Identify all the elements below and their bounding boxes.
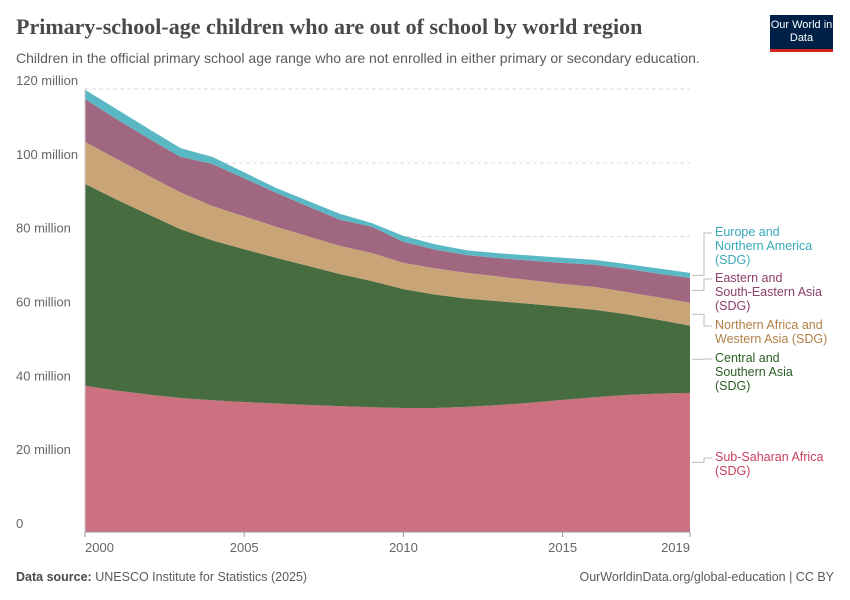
series-label-line: Southern Asia — [715, 365, 793, 379]
y-tick-label: 100 million — [16, 147, 78, 162]
x-tick-label: 2019 — [661, 540, 690, 555]
y-tick-label: 20 million — [16, 442, 71, 457]
label-connector — [692, 232, 712, 276]
x-tick-label: 2015 — [548, 540, 577, 555]
series-label: Eastern and South-Eastern Asia (SDG) — [715, 271, 822, 313]
y-tick-label: 60 million — [16, 295, 71, 310]
x-tick-label: 2010 — [389, 540, 418, 555]
data-source: Data source: UNESCO Institute for Statis… — [16, 570, 307, 584]
area-northern-africa-and-western-asia-sdg[interactable] — [85, 141, 690, 326]
source-link[interactable]: UNESCO Institute for Statistics (2025) — [95, 570, 308, 584]
source-label: Data source: — [16, 570, 92, 584]
chart-subtitle: Children in the official primary school … — [16, 50, 700, 66]
series-label-line: Eastern and — [715, 271, 783, 285]
series-label-line: Central and — [715, 351, 780, 365]
series-label-line: (SDG) — [715, 464, 751, 478]
label-connector — [692, 313, 712, 327]
series-label-line: South-Eastern Asia — [715, 285, 823, 299]
series-label-line: (SDG) — [715, 379, 751, 393]
label-connector — [692, 457, 712, 463]
label-connector — [692, 278, 712, 291]
x-tick-label: 2000 — [85, 540, 114, 555]
series-label-line: Northern America — [715, 239, 813, 253]
series-label-line: Sub-Saharan Africa — [715, 450, 824, 464]
series-label-line: Western Asia (SDG) — [715, 332, 828, 346]
owid-logo[interactable]: Our World in Data — [770, 15, 833, 52]
series-label-line: Northern Africa and — [715, 318, 823, 332]
footer-link[interactable]: OurWorldinData.org/global-education | CC… — [579, 570, 834, 584]
y-tick-label: 120 million — [16, 73, 78, 88]
series-label: Europe and Northern America (SDG) — [715, 225, 812, 267]
y-tick-label: 40 million — [16, 368, 71, 383]
series-label: Central and Southern Asia (SDG) — [715, 351, 793, 393]
chart-title: Primary-school-age children who are out … — [16, 14, 643, 39]
series-label-line: Europe and — [715, 225, 780, 239]
series-label: Sub-Saharan Africa (SDG) — [715, 450, 823, 478]
area-central-and-southern-asia-sdg[interactable] — [85, 183, 690, 408]
x-tick-label: 2005 — [230, 540, 259, 555]
series-label: Northern Africa and Western Asia (SDG) — [715, 318, 827, 346]
y-tick-label: 80 million — [16, 221, 71, 236]
area-eastern-and-south-eastern-asia-sdg[interactable] — [85, 98, 690, 303]
series-label-line: (SDG) — [715, 299, 751, 313]
area-sub-saharan-africa-sdg[interactable] — [85, 385, 690, 532]
series-label-line: (SDG) — [715, 253, 751, 267]
y-tick-label: 0 — [16, 516, 23, 531]
